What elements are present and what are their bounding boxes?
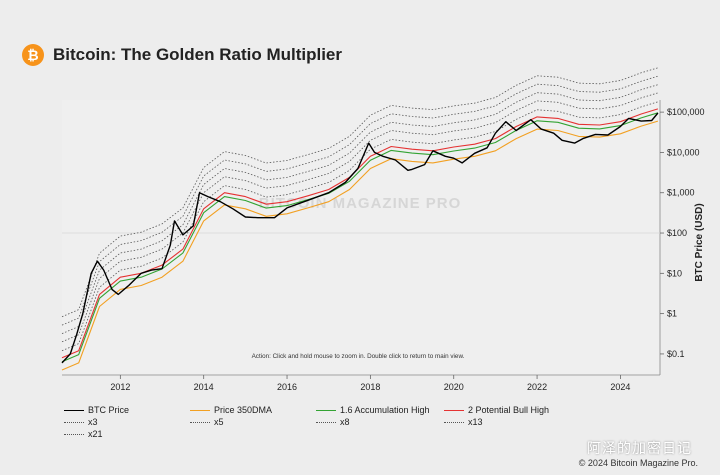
series-x5 xyxy=(61,92,659,343)
legend-label: 1.6 Accumulation High xyxy=(340,405,430,415)
series-x21 xyxy=(61,67,659,318)
legend-label: x5 xyxy=(214,417,224,427)
y-axis-label: BTC Price (USD) xyxy=(694,203,705,281)
legend-label: Price 350DMA xyxy=(214,405,273,415)
series-x3 xyxy=(61,101,659,352)
series-2-potential-bull-high xyxy=(61,108,659,359)
series-price-350dma xyxy=(61,120,659,371)
legend-entry[interactable]: x8 xyxy=(316,417,350,427)
chart-header: ₿ Bitcoin: The Golden Ratio Multiplier xyxy=(22,44,342,66)
x-tick-label: 2016 xyxy=(277,382,297,392)
y-tick-label: $10 xyxy=(667,268,682,278)
legend-swatch xyxy=(444,421,464,423)
x-tick-label: 2012 xyxy=(110,382,130,392)
watermark-text: BITCOIN MAGAZINE PRO xyxy=(259,195,462,212)
legend-swatch xyxy=(190,409,210,411)
legend-label: x21 xyxy=(88,429,103,439)
legend-label: x3 xyxy=(88,417,98,427)
legend-entry[interactable]: x3 xyxy=(64,417,98,427)
legend-entry[interactable]: x21 xyxy=(64,429,103,439)
x-tick-label: 2018 xyxy=(360,382,380,392)
legend-entry[interactable]: BTC Price xyxy=(64,405,129,415)
legend-entry[interactable]: x5 xyxy=(190,417,224,427)
legend-swatch xyxy=(190,421,210,423)
chart-annotation: Action: Click and hold mouse to zoom in.… xyxy=(252,353,465,360)
series-1-6-accumulation-high xyxy=(61,112,659,363)
copyright-credit: © 2024 Bitcoin Magazine Pro. xyxy=(578,458,698,468)
y-tick-label: $1,000 xyxy=(667,188,695,198)
y-tick-label: $0.1 xyxy=(667,349,685,359)
legend-swatch xyxy=(316,421,336,423)
legend-entry[interactable]: Price 350DMA xyxy=(190,405,272,415)
legend-swatch xyxy=(64,409,84,411)
x-tick-label: 2024 xyxy=(610,382,630,392)
series-x8 xyxy=(61,84,659,334)
wechat-watermark: 阿泽的加密日记 xyxy=(587,440,692,456)
x-tick-label: 2022 xyxy=(527,382,547,392)
x-tick-label: 2014 xyxy=(194,382,214,392)
legend-entry[interactable]: 1.6 Accumulation High xyxy=(316,405,430,415)
y-tick-label: $10,000 xyxy=(667,147,700,157)
series-x13 xyxy=(61,75,659,326)
y-tick-label: $1 xyxy=(667,309,677,319)
legend-swatch xyxy=(444,409,464,411)
legend-swatch xyxy=(64,421,84,423)
x-tick-label: 2020 xyxy=(444,382,464,392)
legend-swatch xyxy=(64,433,84,435)
legend-label: x8 xyxy=(340,417,350,427)
legend-label: 2 Potential Bull High xyxy=(468,405,550,415)
legend-label: x13 xyxy=(468,417,483,427)
plot-area xyxy=(62,100,660,375)
legend-entry[interactable]: 2 Potential Bull High xyxy=(444,405,549,415)
series-btc-price xyxy=(61,112,659,364)
legend-label: BTC Price xyxy=(88,405,130,415)
chart-title: Bitcoin: The Golden Ratio Multiplier xyxy=(53,45,342,64)
y-tick-label: $100,000 xyxy=(667,107,705,117)
legend-entry[interactable]: x13 xyxy=(444,417,483,427)
bitcoin-logo-icon: ₿ xyxy=(22,44,44,66)
legend-swatch xyxy=(316,409,336,411)
y-tick-label: $100 xyxy=(667,228,687,238)
